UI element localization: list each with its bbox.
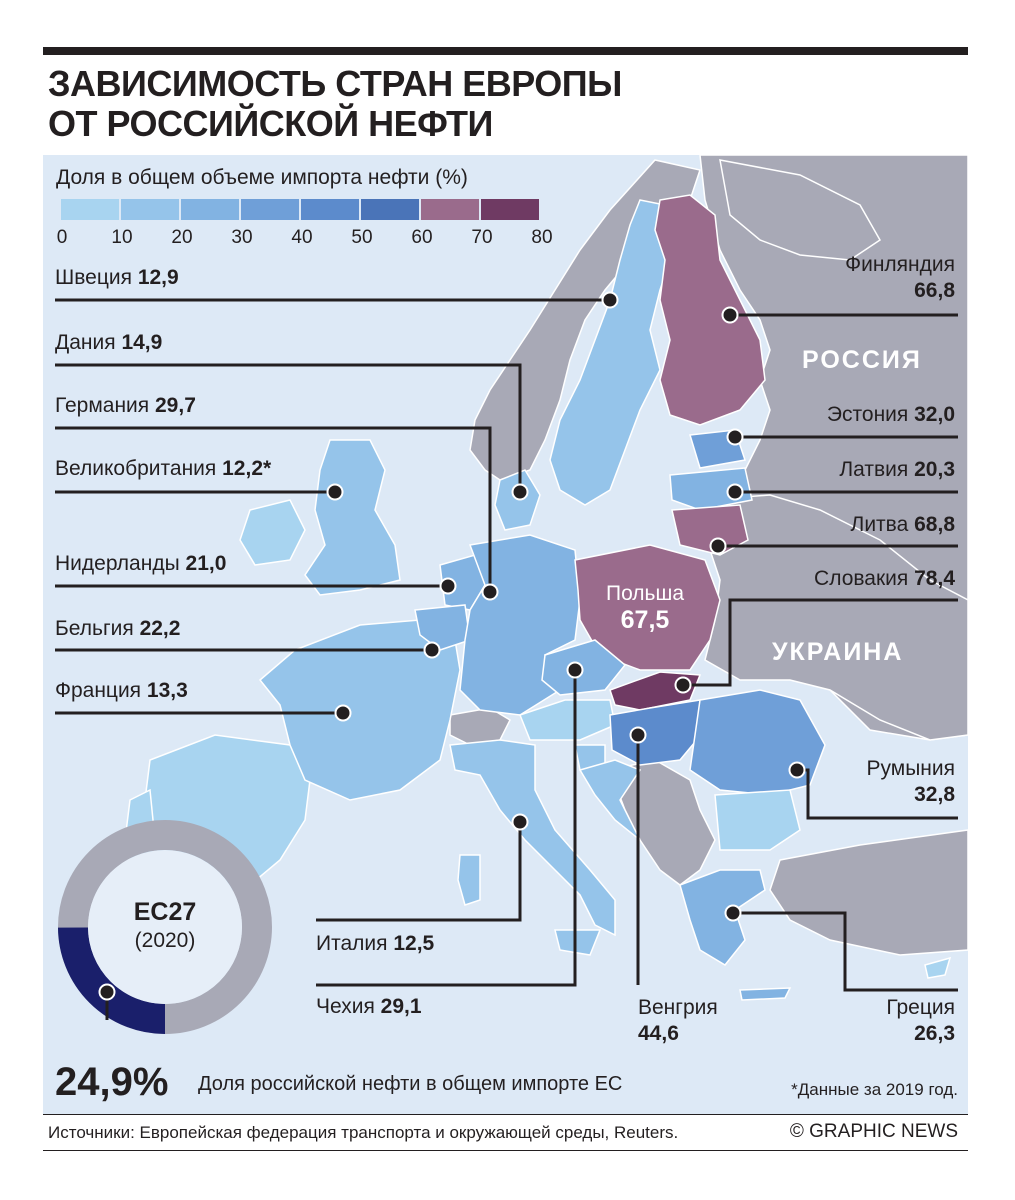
leader-lines bbox=[55, 298, 958, 1020]
dot-france bbox=[334, 704, 352, 722]
top-rule bbox=[43, 47, 968, 55]
bottom-rule bbox=[43, 1150, 968, 1151]
country-dots bbox=[98, 291, 806, 1001]
leader-denmark bbox=[55, 363, 522, 492]
leader-slovakia bbox=[683, 598, 958, 687]
eu-share-description: Доля российской нефти в общем импорте ЕС bbox=[198, 1073, 623, 1095]
dot-belgium bbox=[423, 641, 441, 659]
sicily-shape bbox=[554, 929, 602, 956]
label-greece: Греция 26,3 bbox=[886, 996, 955, 1045]
label-france: Франция 13,3 bbox=[55, 679, 188, 702]
label-czechia: Чехия 29,1 bbox=[316, 995, 422, 1018]
label-slovakia: Словакия 78,4 bbox=[814, 567, 955, 590]
hungary-shape bbox=[609, 699, 706, 766]
legend-swatch bbox=[361, 199, 419, 220]
dot-italy bbox=[511, 813, 529, 831]
label-estonia: Эстония 32,0 bbox=[826, 403, 955, 426]
footnote: *Данные за 2019 год. bbox=[791, 1080, 958, 1099]
leader-greece bbox=[733, 911, 958, 992]
finland-shape bbox=[654, 194, 766, 426]
dot-latvia bbox=[726, 483, 744, 501]
legend-swatch bbox=[241, 199, 299, 220]
crete-shape bbox=[739, 987, 792, 1001]
region-ukraine: УКРАИНА bbox=[772, 638, 904, 666]
legend-tick: 70 bbox=[471, 227, 493, 248]
sardinia-shape bbox=[457, 854, 481, 906]
dot-czechia bbox=[566, 661, 584, 679]
belgium-shape bbox=[414, 604, 471, 651]
dot-denmark bbox=[511, 483, 529, 501]
czechia-shape bbox=[541, 639, 627, 696]
legend-swatch bbox=[421, 199, 479, 220]
label-sweden: Швеция 12,9 bbox=[55, 266, 179, 289]
label-poland: Польша 67,5 bbox=[605, 582, 685, 634]
label-belgium: Бельгия 22,2 bbox=[55, 617, 181, 640]
legend-tick: 80 bbox=[531, 227, 553, 248]
label-hungary: Венгрия 44,6 bbox=[638, 996, 718, 1045]
legend-swatch bbox=[301, 199, 359, 220]
legend-title: Доля в общем объеме импорта нефти (%) bbox=[56, 166, 468, 189]
kola-land bbox=[719, 159, 881, 261]
label-netherlands: Нидерланды 21,0 bbox=[55, 552, 227, 575]
poland-shape bbox=[574, 544, 721, 671]
donut-center bbox=[88, 850, 242, 1004]
croatia-shape bbox=[578, 759, 642, 841]
turkey-land bbox=[769, 829, 969, 956]
legend-tick: 60 bbox=[411, 227, 433, 248]
source-text: Источники: Европейская федерация транспо… bbox=[48, 1123, 679, 1142]
eu-share-percent: 24,9% bbox=[55, 1060, 169, 1104]
dot-greece bbox=[724, 904, 742, 922]
legend-swatch bbox=[481, 199, 539, 220]
dot-finland bbox=[721, 306, 739, 324]
eu-year: (2020) bbox=[134, 929, 196, 952]
dot-romania bbox=[788, 761, 806, 779]
dot-hungary bbox=[629, 726, 647, 744]
uk-shape bbox=[304, 439, 401, 596]
legend-swatch bbox=[61, 199, 119, 220]
ireland-shape bbox=[239, 499, 306, 566]
label-romania: Румыния 32,8 bbox=[866, 757, 955, 806]
region-russia: РОССИЯ bbox=[802, 346, 922, 374]
legend-swatch bbox=[181, 199, 239, 220]
label-lithuania: Литва 68,8 bbox=[850, 513, 955, 536]
legend-tick: 0 bbox=[56, 227, 68, 248]
legend-tick: 30 bbox=[231, 227, 253, 248]
title-line-2: ОТ РОССИЙСКОЙ НЕФТИ bbox=[48, 103, 493, 144]
legend-tick: 20 bbox=[171, 227, 193, 248]
dot-uk bbox=[326, 483, 344, 501]
dot-lithuania bbox=[709, 537, 727, 555]
dot-slovakia bbox=[674, 676, 692, 694]
dot-netherlands bbox=[439, 577, 457, 595]
cyprus-shape bbox=[924, 956, 952, 979]
label-latvia: Латвия 20,3 bbox=[839, 458, 955, 481]
title-line-1: ЗАВИСИМОСТЬ СТРАН ЕВРОПЫ bbox=[48, 63, 622, 104]
greece-shape bbox=[679, 869, 766, 966]
dot-germany bbox=[481, 583, 499, 601]
label-denmark: Дания 14,9 bbox=[55, 331, 163, 354]
label-finland: Финляндия 66,8 bbox=[845, 253, 955, 302]
credit-text: © GRAPHIC NEWS bbox=[789, 1121, 958, 1142]
label-germany: Германия 29,7 bbox=[55, 394, 196, 417]
dot-sweden bbox=[601, 291, 619, 309]
legend-tick: 40 bbox=[291, 227, 313, 248]
legend-swatch bbox=[121, 199, 179, 220]
label-uk: Великобритания 12,2* bbox=[55, 457, 272, 480]
dot-eu-share bbox=[98, 983, 116, 1001]
leader-czechia bbox=[316, 670, 577, 987]
eu-summary-label: ЕС27 (2020) bbox=[105, 898, 225, 953]
leader-italy bbox=[316, 822, 522, 922]
bulgaria-shape bbox=[714, 789, 801, 851]
dot-estonia bbox=[726, 428, 744, 446]
leader-germany bbox=[55, 426, 492, 592]
page-title: ЗАВИСИМОСТЬ СТРАН ЕВРОПЫ ОТ РОССИЙСКОЙ Н… bbox=[48, 64, 622, 144]
eu-name: ЕС27 bbox=[133, 898, 197, 926]
label-italy: Италия 12,5 bbox=[316, 932, 435, 955]
footer-rule bbox=[43, 1114, 968, 1115]
legend-color-scale bbox=[61, 199, 541, 220]
legend-tick: 10 bbox=[111, 227, 133, 248]
legend-tick: 50 bbox=[351, 227, 373, 248]
